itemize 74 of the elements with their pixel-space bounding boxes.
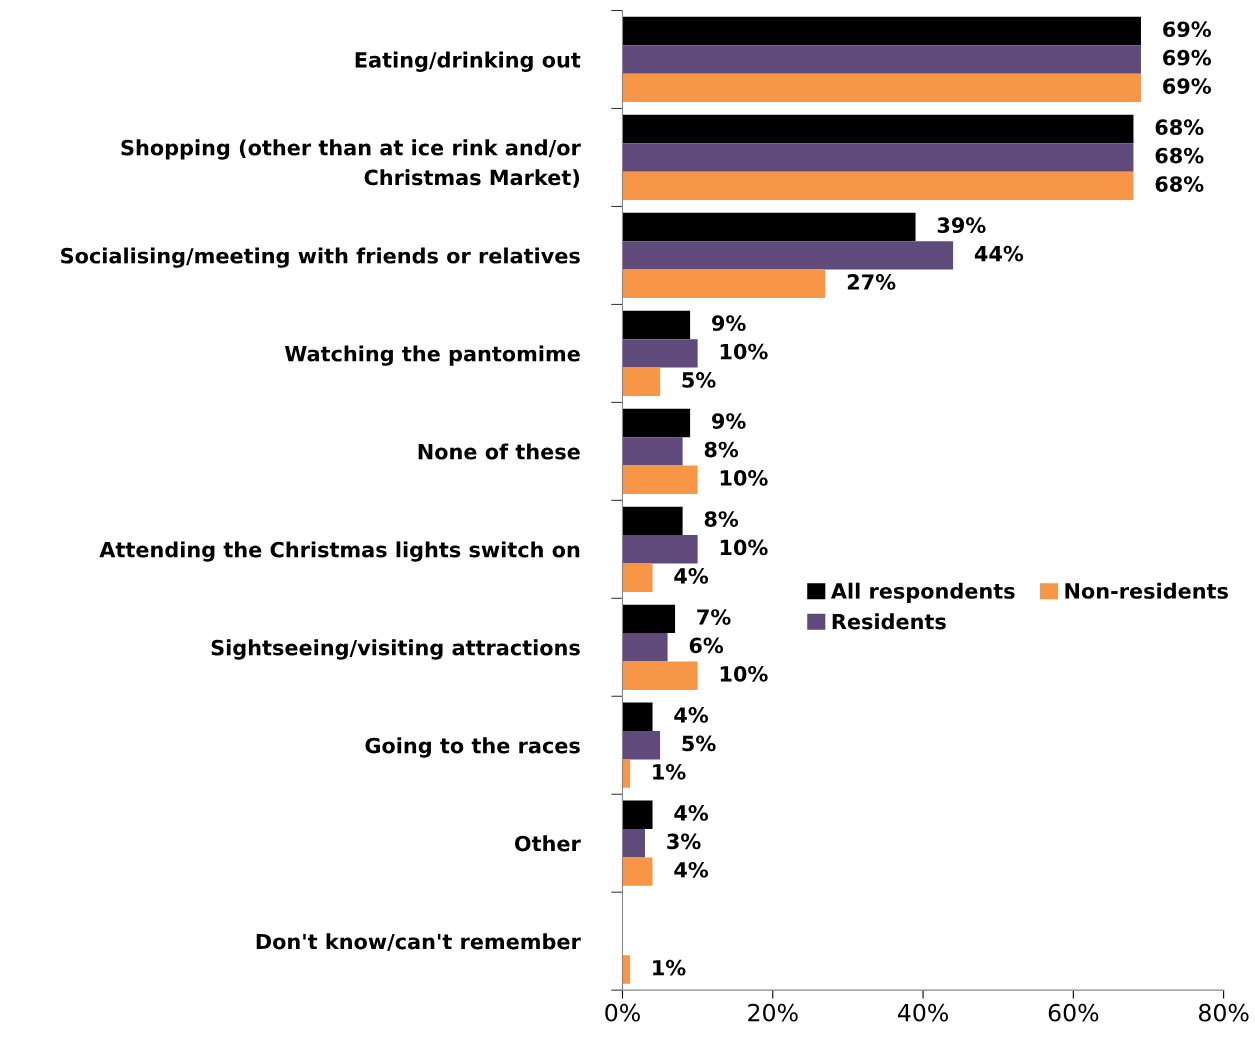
data-label: 5% bbox=[682, 372, 716, 388]
bar bbox=[622, 437, 683, 466]
data-label: 4% bbox=[674, 568, 709, 584]
data-label: 39% bbox=[937, 217, 986, 234]
data-label: 68% bbox=[1155, 147, 1204, 164]
data-label: 68% bbox=[1155, 119, 1204, 136]
legend-label: Non-residents bbox=[1065, 582, 1228, 599]
bar bbox=[622, 955, 630, 984]
y-tick-label: Don't know/can't remember bbox=[256, 933, 581, 952]
data-label: 6% bbox=[689, 637, 724, 654]
bar bbox=[622, 114, 1134, 144]
data-label: 4% bbox=[674, 861, 709, 878]
bar bbox=[622, 604, 676, 634]
x-tick-label: 60% bbox=[1048, 1003, 1099, 1022]
y-tick-label: Other bbox=[514, 835, 581, 852]
data-label: 8% bbox=[704, 441, 739, 458]
bar bbox=[622, 731, 661, 760]
bar bbox=[622, 465, 698, 494]
x-tick-label: 0% bbox=[605, 1003, 640, 1022]
y-tick-label: Sightseeing/visiting attractions bbox=[211, 639, 580, 660]
bar bbox=[622, 633, 668, 662]
data-label: 1% bbox=[653, 959, 686, 976]
x-tick-label: 20% bbox=[748, 1003, 798, 1022]
bar bbox=[622, 506, 683, 536]
bar bbox=[622, 367, 661, 396]
bar bbox=[622, 661, 698, 690]
bar bbox=[622, 269, 826, 299]
bar bbox=[622, 171, 1134, 201]
bar bbox=[622, 535, 698, 564]
data-label: 10% bbox=[720, 470, 768, 486]
legend-label: All respondents bbox=[830, 582, 1015, 603]
bar bbox=[622, 759, 630, 788]
x-tick-label: 40% bbox=[897, 1003, 948, 1022]
data-label: 10% bbox=[720, 343, 768, 360]
bar bbox=[622, 408, 691, 438]
y-tick-label: None of these bbox=[418, 443, 580, 460]
data-label: 9% bbox=[712, 315, 746, 332]
bar bbox=[622, 16, 1141, 46]
data-label: 69% bbox=[1163, 49, 1211, 66]
bar bbox=[622, 241, 954, 270]
bar bbox=[622, 143, 1134, 172]
data-label: 3% bbox=[667, 833, 701, 850]
y-tick-label: Watching the pantomime bbox=[284, 345, 580, 366]
bar bbox=[622, 702, 653, 732]
data-label: 68% bbox=[1155, 176, 1204, 192]
bar bbox=[622, 563, 653, 592]
y-tick-label: Attending the Christmas lights switch on bbox=[99, 541, 580, 562]
bar bbox=[622, 73, 1141, 103]
data-label: 5% bbox=[682, 735, 716, 752]
x-tick-label: 80% bbox=[1198, 1003, 1249, 1022]
bar bbox=[622, 829, 646, 858]
y-tick-label: Socialising/meeting with friends or relatives bbox=[61, 247, 580, 268]
y-tick-label: Eating/drinking out bbox=[355, 51, 581, 72]
data-label: 9% bbox=[712, 413, 746, 429]
legend-label: Residents bbox=[832, 613, 946, 630]
y-tick-label: Shopping (other than at ice rink and/or Christmas Market) bbox=[121, 139, 581, 188]
data-label: 69% bbox=[1163, 21, 1211, 38]
data-label: 8% bbox=[704, 511, 739, 527]
data-label: 1% bbox=[653, 763, 686, 780]
data-label: 44% bbox=[974, 245, 1024, 262]
data-label: 10% bbox=[720, 539, 768, 556]
bar bbox=[622, 310, 691, 340]
data-label: 4% bbox=[674, 805, 709, 821]
bar bbox=[622, 45, 1141, 74]
bar bbox=[622, 800, 653, 829]
data-label: 69% bbox=[1163, 78, 1211, 94]
data-label: 4% bbox=[674, 707, 709, 723]
y-tick-label: Going to the races bbox=[365, 737, 580, 758]
data-label: 10% bbox=[720, 665, 768, 682]
data-label: 7% bbox=[697, 609, 731, 625]
bar bbox=[622, 857, 653, 886]
bar bbox=[622, 339, 698, 368]
bar bbox=[622, 212, 916, 242]
data-label: 27% bbox=[847, 274, 896, 290]
